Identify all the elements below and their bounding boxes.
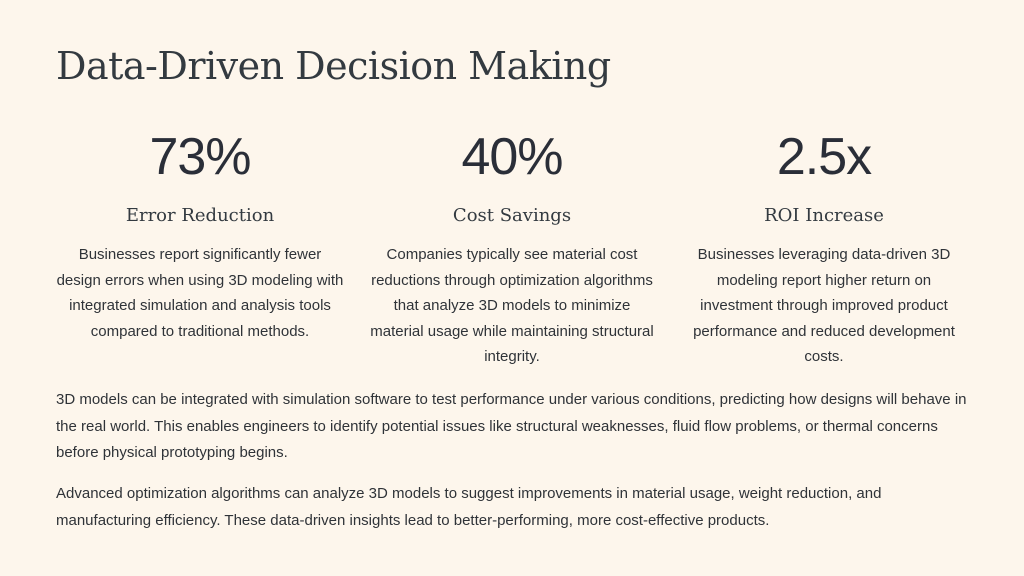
stat-cost-savings: 40% Cost Savings Companies typically see…: [368, 124, 656, 370]
stat-label: Error Reduction: [125, 205, 275, 226]
stat-roi-increase: 2.5x ROI Increase Businesses leveraging …: [680, 124, 968, 370]
stat-value: 73%: [149, 128, 251, 186]
body-paragraph-optimization: Advanced optimization algorithms can ana…: [56, 485, 882, 529]
slide-title: Data-Driven Decision Making: [56, 44, 611, 88]
stat-value: 2.5x: [776, 128, 872, 186]
stat-label: ROI Increase: [764, 205, 884, 226]
stat-value: 40%: [461, 128, 563, 186]
stat-label: Cost Savings: [452, 205, 572, 226]
stat-description: Businesses leveraging data-driven 3D mod…: [693, 246, 955, 365]
stats-row: 73% Error Reduction Businesses report si…: [56, 124, 968, 370]
stat-description: Businesses report significantly fewer de…: [56, 246, 344, 340]
stat-error-reduction: 73% Error Reduction Businesses report si…: [56, 124, 344, 370]
stat-description: Companies typically see material cost re…: [370, 246, 654, 365]
body-paragraph-simulation: 3D models can be integrated with simulat…: [56, 391, 967, 461]
